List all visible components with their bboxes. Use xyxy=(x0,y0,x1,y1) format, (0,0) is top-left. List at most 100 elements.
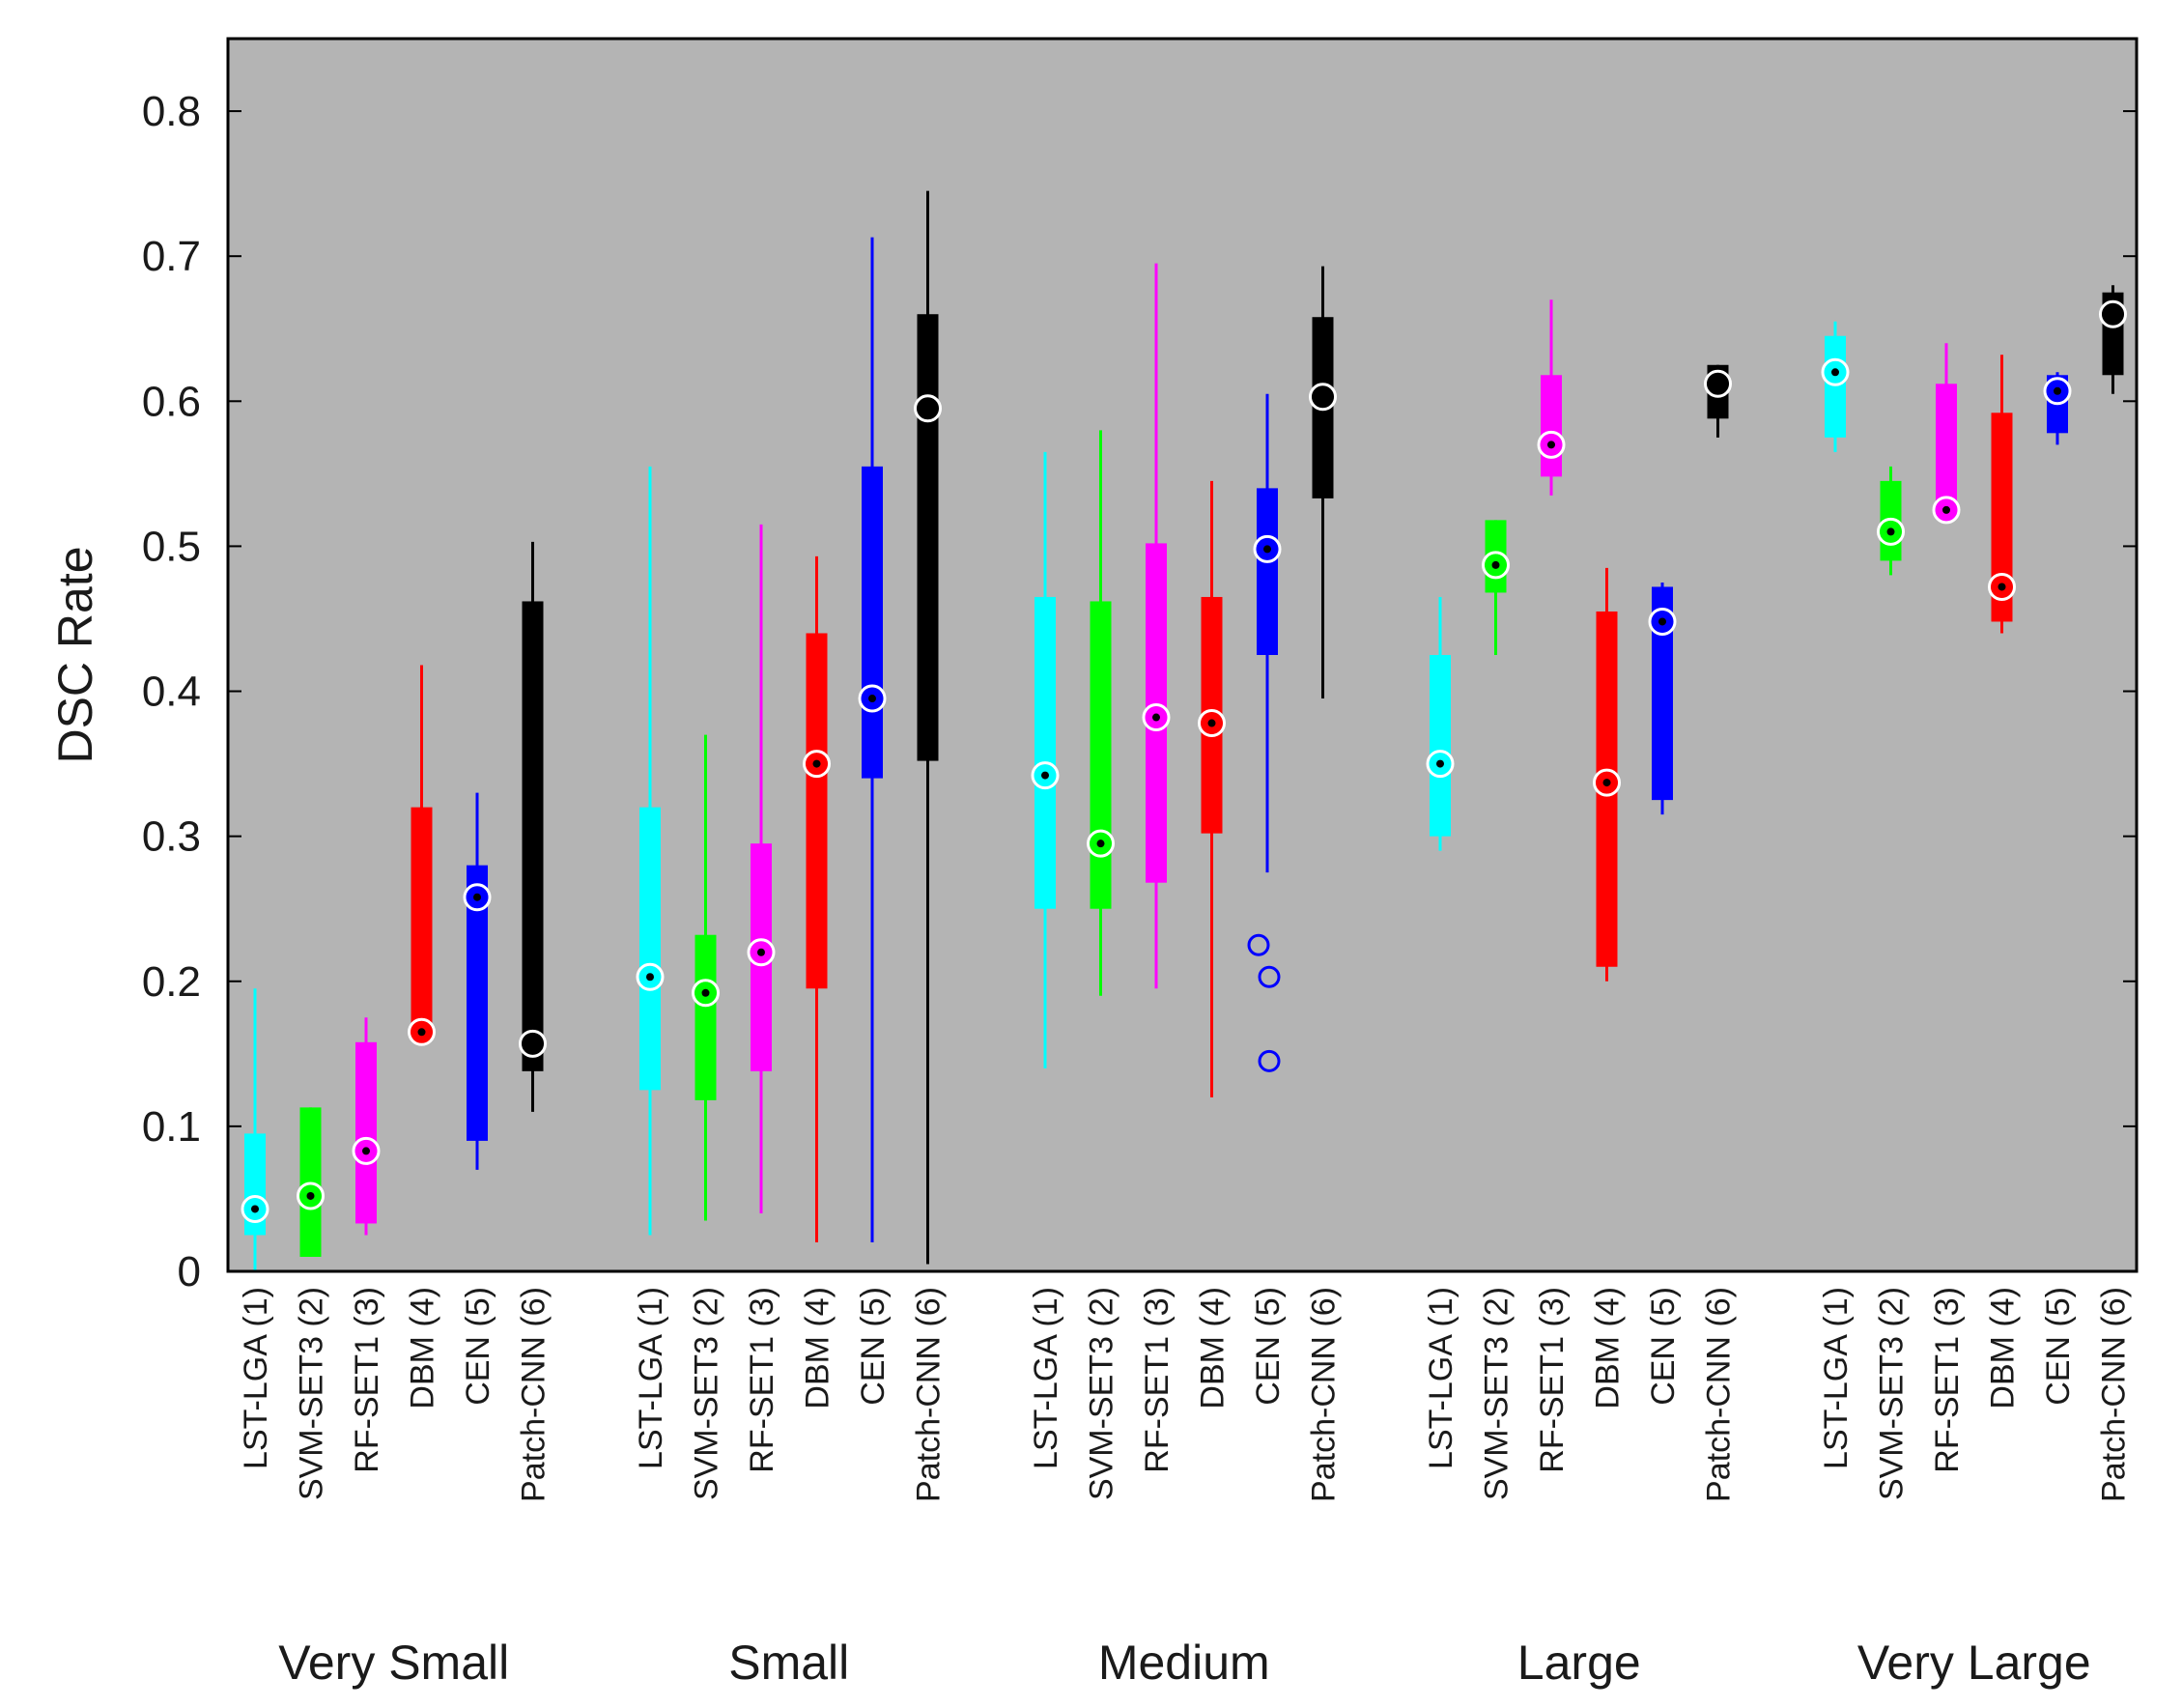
median-dot xyxy=(528,1039,537,1048)
group-label: Large xyxy=(1517,1636,1641,1690)
y-tick-label: 0.4 xyxy=(142,669,201,716)
box-body xyxy=(467,865,488,1141)
x-tick-label: LST-LGA (1) xyxy=(238,1287,274,1469)
x-tick-label: CEN (5) xyxy=(1645,1287,1682,1406)
box-1-5 xyxy=(914,190,942,1265)
box-body xyxy=(1034,596,1056,909)
median-dot xyxy=(1096,840,1105,848)
box-4-2 xyxy=(1932,343,1961,525)
x-tick-label: LST-LGA (1) xyxy=(1028,1287,1064,1469)
x-tick-label: SVM-SET3 (2) xyxy=(1084,1287,1120,1500)
box-2-4 xyxy=(1247,393,1282,1072)
x-tick-label: Patch-CNN (6) xyxy=(516,1287,553,1502)
x-tick-label: LST-LGA (1) xyxy=(1818,1287,1855,1469)
median-dot xyxy=(1041,771,1049,780)
box-1-2 xyxy=(747,524,776,1213)
box-0-1 xyxy=(297,1107,325,1257)
median-dot xyxy=(1436,759,1444,768)
group-labels: Very Small Small Medium Large Very Large xyxy=(278,1636,2090,1690)
y-tick-label: 0.1 xyxy=(142,1103,201,1151)
median-dot xyxy=(1831,368,1839,377)
median-dot xyxy=(1263,545,1271,554)
x-tick-label: SVM-SET3 (2) xyxy=(689,1287,725,1500)
x-tick-label: SVM-SET3 (2) xyxy=(1874,1287,1911,1500)
box-3-1 xyxy=(1482,520,1510,655)
x-axis-labels: LST-LGA (1) SVM-SET3 (2) RF-SET1 (3) DBM (4… xyxy=(238,1287,2133,1502)
box-0-0 xyxy=(241,988,269,1271)
x-tick-label: DBM (4) xyxy=(1985,1287,2022,1409)
box-2-5 xyxy=(1309,266,1337,699)
y-tick-label: 0.5 xyxy=(142,523,201,570)
box-0-3 xyxy=(408,665,436,1046)
x-tick-label: CEN (5) xyxy=(460,1287,496,1406)
box-4-0 xyxy=(1821,321,1850,452)
box-body xyxy=(1991,413,2013,622)
y-axis-label: DSC Rate xyxy=(48,546,102,763)
y-tick-label: 0.6 xyxy=(142,378,201,425)
x-tick-label: Patch-CNN (6) xyxy=(1306,1287,1343,1502)
y-tick-label: 0.2 xyxy=(142,958,201,1006)
x-tick-label: DBM (4) xyxy=(1195,1287,1232,1409)
box-2-3 xyxy=(1198,480,1226,1097)
median-dot xyxy=(868,695,876,703)
median-dot xyxy=(646,973,654,982)
box-body xyxy=(1652,586,1673,801)
box-3-5 xyxy=(1704,364,1732,438)
x-tick-label: RF-SET1 (3) xyxy=(744,1287,780,1473)
median-dot xyxy=(2054,386,2061,395)
median-dot xyxy=(1886,527,1895,536)
box-body xyxy=(1825,335,1846,438)
median-dot xyxy=(1942,505,1950,514)
x-tick-label: RF-SET1 (3) xyxy=(1139,1287,1176,1473)
x-tick-label: RF-SET1 (3) xyxy=(349,1287,385,1473)
median-dot xyxy=(1998,583,2006,591)
median-dot xyxy=(757,948,765,956)
box-3-3 xyxy=(1593,567,1621,982)
box-body xyxy=(917,314,939,761)
y-axis-ticks: 0 0.1 0.2 0.3 0.4 0.5 0.6 0.7 0.8 xyxy=(142,88,2137,1295)
plot-frame xyxy=(226,37,2139,1273)
y-tick-label: 0 xyxy=(178,1248,201,1295)
box-1-1 xyxy=(692,734,720,1221)
group-label: Medium xyxy=(1098,1636,1270,1690)
plot-area xyxy=(228,39,2137,1271)
box-body xyxy=(1090,601,1112,909)
x-tick-label: DBM (4) xyxy=(800,1287,836,1409)
y-tick-label: 0.3 xyxy=(142,813,201,861)
x-tick-label: CEN (5) xyxy=(855,1287,892,1406)
x-tick-label: LST-LGA (1) xyxy=(1423,1287,1459,1469)
x-tick-label: RF-SET1 (3) xyxy=(1929,1287,1966,1473)
median-dot xyxy=(1207,719,1216,727)
box-2-1 xyxy=(1087,430,1115,996)
x-tick-label: CEN (5) xyxy=(1250,1287,1287,1406)
box-4-5 xyxy=(2099,285,2127,394)
box-body xyxy=(1541,375,1562,477)
group-label: Very Large xyxy=(1857,1636,2091,1690)
median-dot xyxy=(417,1028,426,1037)
box-body xyxy=(1936,384,1957,510)
box-2-2 xyxy=(1142,263,1171,989)
group-label: Very Small xyxy=(278,1636,509,1690)
x-tick-label: CEN (5) xyxy=(2040,1287,2077,1406)
outlier-point xyxy=(1258,1049,1281,1072)
box-0-4 xyxy=(463,792,492,1170)
median-dot xyxy=(923,404,932,413)
box-series xyxy=(241,190,2127,1271)
box-0-5 xyxy=(519,541,547,1112)
box-body xyxy=(862,466,883,779)
median-dot xyxy=(306,1191,315,1200)
box-4-1 xyxy=(1877,466,1905,576)
box-body xyxy=(411,807,433,1033)
median-dot xyxy=(251,1205,259,1213)
x-tick-label: DBM (4) xyxy=(405,1287,441,1409)
outlier-point xyxy=(1258,965,1281,988)
box-1-4 xyxy=(858,237,887,1242)
box-2-0 xyxy=(1031,451,1060,1068)
box-4-4 xyxy=(2043,372,2072,445)
x-tick-label: DBM (4) xyxy=(1590,1287,1627,1409)
median-dot xyxy=(1714,380,1722,388)
group-label: Small xyxy=(728,1636,849,1690)
x-tick-label: RF-SET1 (3) xyxy=(1534,1287,1571,1473)
median-dot xyxy=(1602,779,1611,787)
median-dot xyxy=(473,893,481,901)
